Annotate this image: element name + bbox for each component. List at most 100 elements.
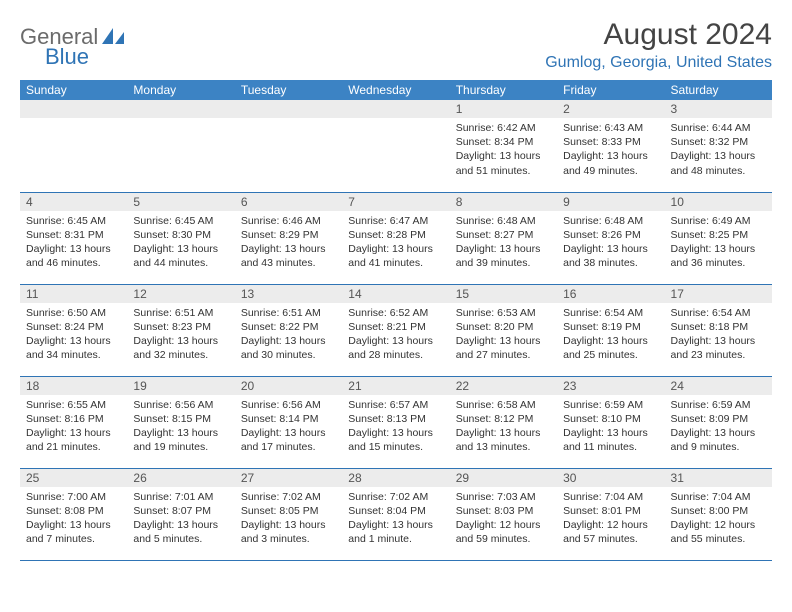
sunrise-line: Sunrise: 6:58 AM xyxy=(456,398,551,412)
daylight-line: Daylight: 13 hours and 23 minutes. xyxy=(671,334,766,362)
day-number: 25 xyxy=(20,469,127,487)
day-header: Wednesday xyxy=(342,80,449,100)
sunrise-line: Sunrise: 7:04 AM xyxy=(563,490,658,504)
daylight-line: Daylight: 13 hours and 17 minutes. xyxy=(241,426,336,454)
sunset-line: Sunset: 8:26 PM xyxy=(563,228,658,242)
day-info: Sunrise: 6:47 AMSunset: 8:28 PMDaylight:… xyxy=(342,211,449,277)
sunrise-line: Sunrise: 6:59 AM xyxy=(671,398,766,412)
day-info: Sunrise: 6:55 AMSunset: 8:16 PMDaylight:… xyxy=(20,395,127,461)
daylight-line: Daylight: 13 hours and 9 minutes. xyxy=(671,426,766,454)
sunset-line: Sunset: 8:19 PM xyxy=(563,320,658,334)
sunset-line: Sunset: 8:04 PM xyxy=(348,504,443,518)
sunrise-line: Sunrise: 6:43 AM xyxy=(563,121,658,135)
sunrise-line: Sunrise: 6:54 AM xyxy=(671,306,766,320)
sunset-line: Sunset: 8:05 PM xyxy=(241,504,336,518)
sunset-line: Sunset: 8:30 PM xyxy=(133,228,228,242)
sunrise-line: Sunrise: 6:54 AM xyxy=(563,306,658,320)
day-info: Sunrise: 7:02 AMSunset: 8:04 PMDaylight:… xyxy=(342,487,449,553)
day-info: Sunrise: 6:56 AMSunset: 8:14 PMDaylight:… xyxy=(235,395,342,461)
sunrise-line: Sunrise: 6:44 AM xyxy=(671,121,766,135)
calendar-day-cell: 25Sunrise: 7:00 AMSunset: 8:08 PMDayligh… xyxy=(20,468,127,560)
sunset-line: Sunset: 8:15 PM xyxy=(133,412,228,426)
sunset-line: Sunset: 8:07 PM xyxy=(133,504,228,518)
calendar-day-cell: 14Sunrise: 6:52 AMSunset: 8:21 PMDayligh… xyxy=(342,284,449,376)
calendar-week-row: 25Sunrise: 7:00 AMSunset: 8:08 PMDayligh… xyxy=(20,468,772,560)
sunrise-line: Sunrise: 6:51 AM xyxy=(133,306,228,320)
sunset-line: Sunset: 8:14 PM xyxy=(241,412,336,426)
day-number: 2 xyxy=(557,100,664,118)
day-info: Sunrise: 7:04 AMSunset: 8:01 PMDaylight:… xyxy=(557,487,664,553)
sunset-line: Sunset: 8:28 PM xyxy=(348,228,443,242)
day-number: 22 xyxy=(450,377,557,395)
calendar-day-cell xyxy=(20,100,127,192)
sunrise-line: Sunrise: 6:50 AM xyxy=(26,306,121,320)
sunrise-line: Sunrise: 6:46 AM xyxy=(241,214,336,228)
day-number: 6 xyxy=(235,193,342,211)
calendar-day-cell: 13Sunrise: 6:51 AMSunset: 8:22 PMDayligh… xyxy=(235,284,342,376)
sunrise-line: Sunrise: 6:56 AM xyxy=(241,398,336,412)
daylight-line: Daylight: 12 hours and 59 minutes. xyxy=(456,518,551,546)
day-info: Sunrise: 6:48 AMSunset: 8:26 PMDaylight:… xyxy=(557,211,664,277)
logo-text-blue: Blue xyxy=(45,44,89,69)
calendar-day-cell: 8Sunrise: 6:48 AMSunset: 8:27 PMDaylight… xyxy=(450,192,557,284)
day-info: Sunrise: 7:02 AMSunset: 8:05 PMDaylight:… xyxy=(235,487,342,553)
sunrise-line: Sunrise: 7:00 AM xyxy=(26,490,121,504)
day-info: Sunrise: 6:53 AMSunset: 8:20 PMDaylight:… xyxy=(450,303,557,369)
calendar-day-cell: 4Sunrise: 6:45 AMSunset: 8:31 PMDaylight… xyxy=(20,192,127,284)
daylight-line: Daylight: 13 hours and 13 minutes. xyxy=(456,426,551,454)
day-info: Sunrise: 7:04 AMSunset: 8:00 PMDaylight:… xyxy=(665,487,772,553)
day-number: 29 xyxy=(450,469,557,487)
day-number: 26 xyxy=(127,469,234,487)
sunrise-line: Sunrise: 7:02 AM xyxy=(241,490,336,504)
sunrise-line: Sunrise: 6:51 AM xyxy=(241,306,336,320)
day-number: 31 xyxy=(665,469,772,487)
calendar-day-cell xyxy=(235,100,342,192)
calendar-day-cell xyxy=(127,100,234,192)
sunrise-line: Sunrise: 6:48 AM xyxy=(456,214,551,228)
day-number: 23 xyxy=(557,377,664,395)
day-number: 30 xyxy=(557,469,664,487)
day-info: Sunrise: 6:45 AMSunset: 8:31 PMDaylight:… xyxy=(20,211,127,277)
calendar-day-cell: 19Sunrise: 6:56 AMSunset: 8:15 PMDayligh… xyxy=(127,376,234,468)
sunset-line: Sunset: 8:25 PM xyxy=(671,228,766,242)
sunset-line: Sunset: 8:13 PM xyxy=(348,412,443,426)
sunset-line: Sunset: 8:27 PM xyxy=(456,228,551,242)
sunrise-line: Sunrise: 7:02 AM xyxy=(348,490,443,504)
sunset-line: Sunset: 8:32 PM xyxy=(671,135,766,149)
calendar-day-cell: 24Sunrise: 6:59 AMSunset: 8:09 PMDayligh… xyxy=(665,376,772,468)
sunset-line: Sunset: 8:09 PM xyxy=(671,412,766,426)
calendar-day-cell: 23Sunrise: 6:59 AMSunset: 8:10 PMDayligh… xyxy=(557,376,664,468)
day-info: Sunrise: 6:50 AMSunset: 8:24 PMDaylight:… xyxy=(20,303,127,369)
daylight-line: Daylight: 13 hours and 49 minutes. xyxy=(563,149,658,177)
daylight-line: Daylight: 13 hours and 30 minutes. xyxy=(241,334,336,362)
day-info: Sunrise: 6:56 AMSunset: 8:15 PMDaylight:… xyxy=(127,395,234,461)
day-number: 27 xyxy=(235,469,342,487)
calendar-week-row: 4Sunrise: 6:45 AMSunset: 8:31 PMDaylight… xyxy=(20,192,772,284)
sunset-line: Sunset: 8:10 PM xyxy=(563,412,658,426)
calendar-day-cell: 10Sunrise: 6:49 AMSunset: 8:25 PMDayligh… xyxy=(665,192,772,284)
sunrise-line: Sunrise: 6:57 AM xyxy=(348,398,443,412)
daylight-line: Daylight: 13 hours and 48 minutes. xyxy=(671,149,766,177)
sunrise-line: Sunrise: 6:56 AM xyxy=(133,398,228,412)
day-info: Sunrise: 6:59 AMSunset: 8:10 PMDaylight:… xyxy=(557,395,664,461)
day-info: Sunrise: 6:43 AMSunset: 8:33 PMDaylight:… xyxy=(557,118,664,184)
day-number: 21 xyxy=(342,377,449,395)
location: Gumlog, Georgia, United States xyxy=(545,54,772,72)
month-title: August 2024 xyxy=(545,18,772,52)
sunrise-line: Sunrise: 6:42 AM xyxy=(456,121,551,135)
calendar-header-row: SundayMondayTuesdayWednesdayThursdayFrid… xyxy=(20,80,772,100)
daylight-line: Daylight: 13 hours and 3 minutes. xyxy=(241,518,336,546)
day-info: Sunrise: 6:52 AMSunset: 8:21 PMDaylight:… xyxy=(342,303,449,369)
sunrise-line: Sunrise: 7:01 AM xyxy=(133,490,228,504)
logo-sail-icon xyxy=(102,28,124,44)
sunset-line: Sunset: 8:00 PM xyxy=(671,504,766,518)
day-number: 13 xyxy=(235,285,342,303)
daylight-line: Daylight: 13 hours and 39 minutes. xyxy=(456,242,551,270)
day-number: 1 xyxy=(450,100,557,118)
calendar-day-cell: 27Sunrise: 7:02 AMSunset: 8:05 PMDayligh… xyxy=(235,468,342,560)
sunset-line: Sunset: 8:29 PM xyxy=(241,228,336,242)
calendar-day-cell: 29Sunrise: 7:03 AMSunset: 8:03 PMDayligh… xyxy=(450,468,557,560)
day-info: Sunrise: 6:51 AMSunset: 8:22 PMDaylight:… xyxy=(235,303,342,369)
daylight-line: Daylight: 12 hours and 57 minutes. xyxy=(563,518,658,546)
day-number xyxy=(235,100,342,118)
